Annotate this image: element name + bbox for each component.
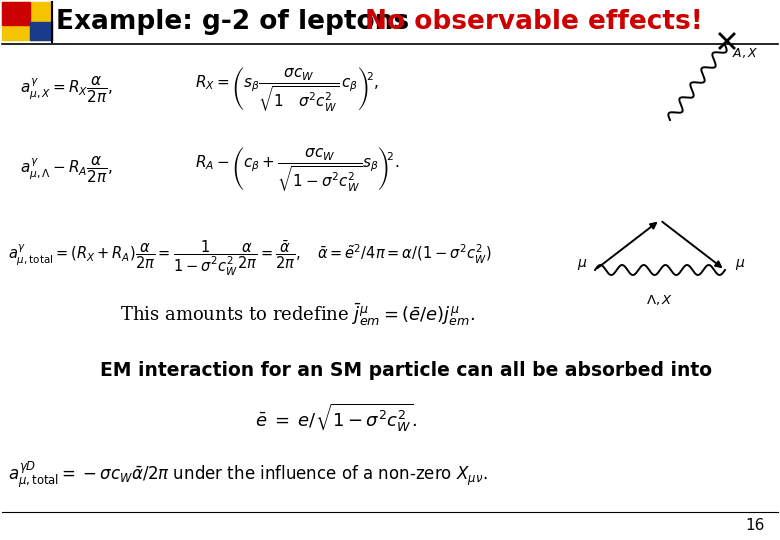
Text: $R_X = \left(s_\beta\dfrac{\sigma c_W}{\sqrt{1\quad\sigma^2 c_W^2}}\,c_\beta\rig: $R_X = \left(s_\beta\dfrac{\sigma c_W}{\… <box>195 66 379 114</box>
Text: $a^{\gamma}_{\mu,X} = R_X\dfrac{\alpha}{2\pi},$: $a^{\gamma}_{\mu,X} = R_X\dfrac{\alpha}{… <box>20 75 112 105</box>
Text: $a^{\gamma}_{\mu,\mathrm{total}} = (R_X + R_A)\dfrac{\alpha}{2\pi} = \dfrac{1}{1: $a^{\gamma}_{\mu,\mathrm{total}} = (R_X … <box>8 238 491 278</box>
Text: $\mu$: $\mu$ <box>576 258 587 273</box>
Bar <box>2 2 52 40</box>
Text: EM interaction for an SM particle can all be absorbed into: EM interaction for an SM particle can al… <box>100 361 712 380</box>
Text: $a^{\gamma}_{\mu,\Lambda} - R_A\dfrac{\alpha}{2\pi},$: $a^{\gamma}_{\mu,\Lambda} - R_A\dfrac{\a… <box>20 155 112 185</box>
Bar <box>30 22 52 40</box>
Text: No observable effects!: No observable effects! <box>365 9 703 35</box>
Text: $\bar{e}\;=\;e/\sqrt{1-\sigma^2 c_W^2}.$: $\bar{e}\;=\;e/\sqrt{1-\sigma^2 c_W^2}.$ <box>255 402 417 434</box>
Text: This amounts to redefine $\bar{j}^{\mu}_{em} = (\bar{e}/e)j^{\mu}_{em}.$: This amounts to redefine $\bar{j}^{\mu}_… <box>120 302 475 328</box>
Text: 16: 16 <box>746 518 764 534</box>
Text: $R_A - \left(c_\beta + \dfrac{\sigma c_W}{\sqrt{1-\sigma^2 c_W^2}}s_\beta\right): $R_A - \left(c_\beta + \dfrac{\sigma c_W… <box>195 146 399 194</box>
Text: $a^{\gamma D}_{\mu,\mathrm{total}} = -\sigma c_W\bar{\alpha}/2\pi$ under the inf: $a^{\gamma D}_{\mu,\mathrm{total}} = -\s… <box>8 460 488 490</box>
Text: $A,X$: $A,X$ <box>732 46 758 60</box>
Bar <box>2 2 30 25</box>
Text: $\Lambda, X$: $\Lambda, X$ <box>647 293 674 307</box>
Text: $\mu$: $\mu$ <box>735 258 745 273</box>
Text: Example: g-2 of leptons: Example: g-2 of leptons <box>56 9 410 35</box>
